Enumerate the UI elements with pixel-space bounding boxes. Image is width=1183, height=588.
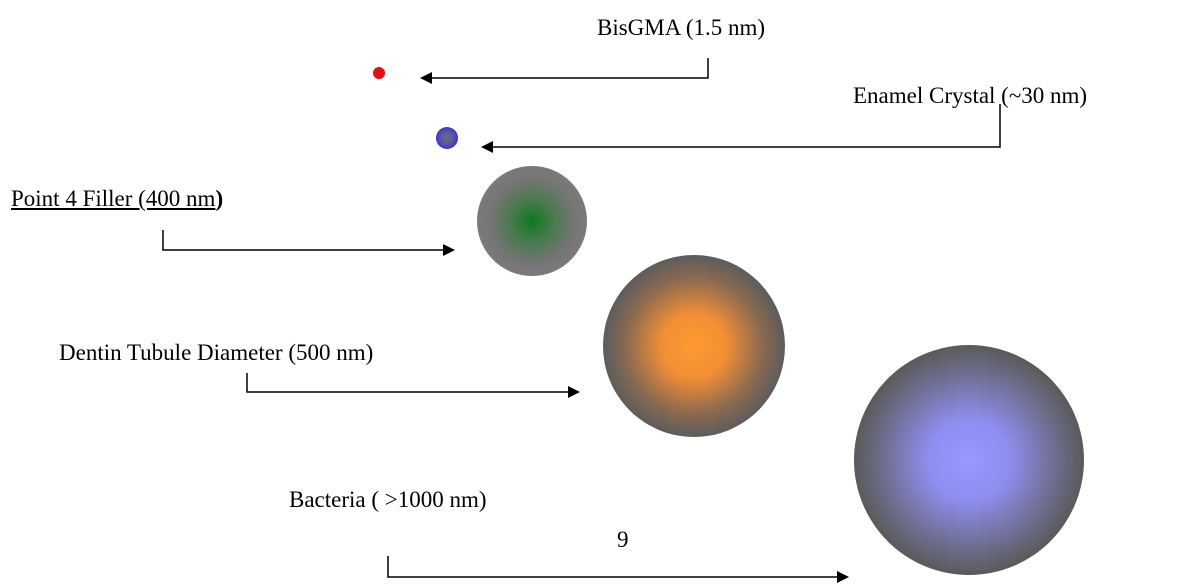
- page-number: 9: [617, 527, 629, 552]
- bacteria-arrow: [387, 556, 849, 583]
- filler-arrow: [162, 230, 455, 256]
- enamel-crystal-particle: [436, 127, 458, 149]
- dentin-tubule-particle: [603, 255, 785, 437]
- filler-label-text: Point 4 Filler (400 nm: [11, 186, 216, 211]
- enamel-crystal-label: Enamel Crystal (~30 nm): [853, 83, 1088, 108]
- bacteria-particle: [854, 345, 1084, 575]
- bisgma-arrow: [420, 58, 709, 84]
- bisgma-label: BisGMA (1.5 nm): [597, 15, 766, 40]
- filler-label-paren: ): [215, 186, 224, 211]
- filler-label: Point 4 Filler (400 nm): [11, 187, 223, 210]
- dentin-tubule-label: Dentin Tubule Diameter (500 nm): [59, 340, 374, 365]
- bacteria-label: Bacteria ( >1000 nm): [289, 487, 487, 512]
- filler-particle: [477, 166, 587, 276]
- dentin-arrow: [246, 373, 580, 398]
- bisgma-particle: [373, 67, 385, 79]
- enamel-arrow: [481, 104, 1001, 153]
